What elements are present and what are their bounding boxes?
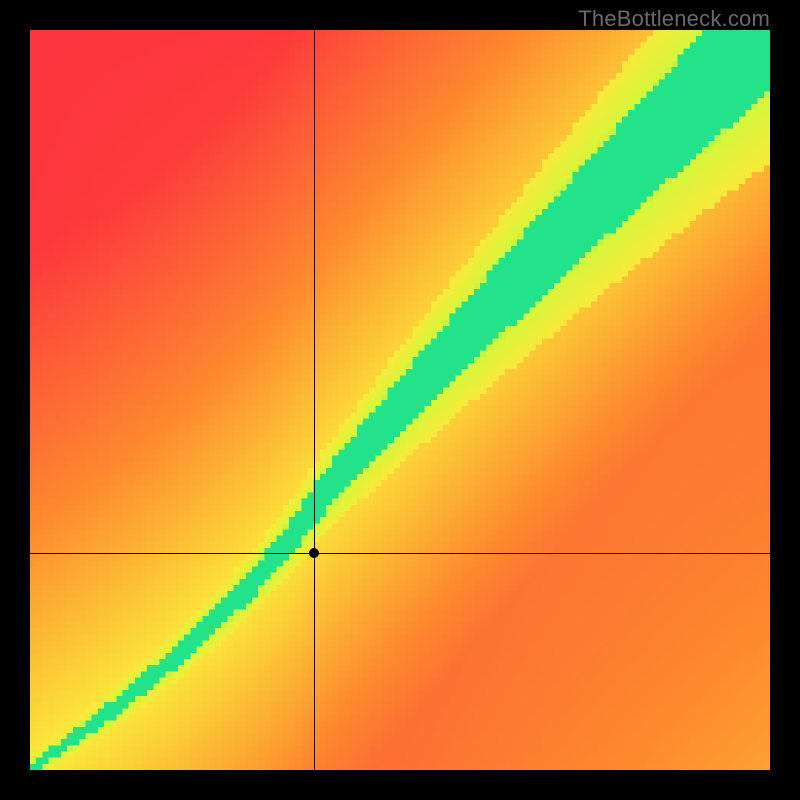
watermark-text: TheBottleneck.com <box>578 6 770 32</box>
heatmap-canvas <box>30 30 770 770</box>
crosshair-horizontal <box>30 553 770 554</box>
crosshair-vertical <box>314 30 315 770</box>
heatmap-plot <box>30 30 770 770</box>
marker-dot <box>309 548 319 558</box>
